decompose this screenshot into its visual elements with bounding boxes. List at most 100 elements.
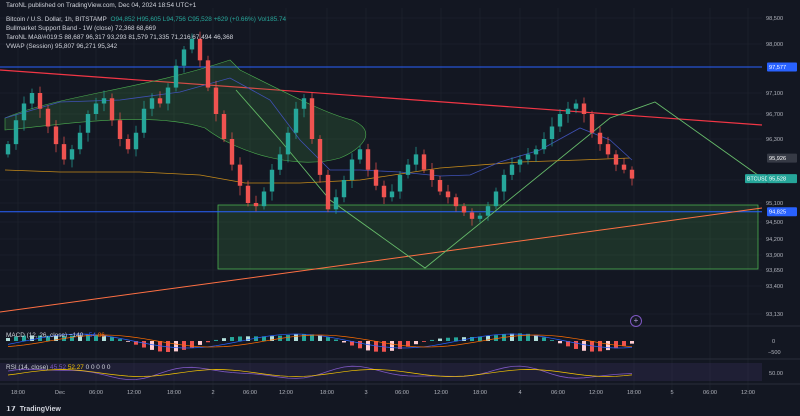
candle[interactable] bbox=[45, 108, 51, 127]
candle[interactable] bbox=[397, 174, 403, 192]
candle[interactable] bbox=[285, 132, 291, 155]
candle[interactable] bbox=[165, 87, 171, 104]
candle[interactable] bbox=[205, 60, 211, 88]
candle[interactable] bbox=[37, 93, 43, 109]
descending-trendline[interactable] bbox=[0, 69, 763, 126]
candle[interactable] bbox=[213, 87, 219, 114]
candle[interactable] bbox=[357, 149, 363, 160]
candle[interactable] bbox=[557, 114, 563, 127]
candle[interactable] bbox=[501, 174, 507, 192]
price-tag-label: 95,528 bbox=[769, 177, 786, 183]
candle[interactable] bbox=[221, 114, 227, 139]
candle[interactable] bbox=[181, 49, 187, 66]
candle[interactable] bbox=[437, 180, 443, 192]
macd-bar bbox=[134, 341, 138, 345]
candle[interactable] bbox=[301, 98, 307, 109]
macd-bar bbox=[374, 341, 378, 352]
candle[interactable] bbox=[101, 98, 107, 104]
candle[interactable] bbox=[365, 149, 371, 170]
candle[interactable] bbox=[429, 169, 435, 180]
candle[interactable] bbox=[93, 103, 99, 115]
candle[interactable] bbox=[5, 144, 11, 155]
candle[interactable] bbox=[381, 185, 387, 198]
candle[interactable] bbox=[589, 114, 595, 133]
candle[interactable] bbox=[469, 212, 475, 219]
candle[interactable] bbox=[309, 98, 315, 139]
candle[interactable] bbox=[69, 149, 75, 160]
candle[interactable] bbox=[317, 139, 323, 175]
candle[interactable] bbox=[333, 197, 339, 210]
projection-path[interactable] bbox=[235, 89, 763, 269]
candle[interactable] bbox=[261, 191, 267, 207]
macd-bar bbox=[46, 335, 50, 341]
candle[interactable] bbox=[533, 149, 539, 155]
candle[interactable] bbox=[477, 215, 483, 219]
candle[interactable] bbox=[157, 98, 163, 104]
candle[interactable] bbox=[277, 154, 283, 170]
candle[interactable] bbox=[349, 159, 355, 181]
candle[interactable] bbox=[141, 108, 147, 133]
candle[interactable] bbox=[189, 38, 195, 50]
candle[interactable] bbox=[229, 139, 235, 165]
candle[interactable] bbox=[85, 114, 91, 133]
candle[interactable] bbox=[621, 164, 627, 170]
candle[interactable] bbox=[29, 93, 35, 104]
candle[interactable] bbox=[325, 174, 331, 210]
candle[interactable] bbox=[485, 206, 491, 216]
candle[interactable] bbox=[581, 103, 587, 115]
macd-bar bbox=[550, 340, 554, 341]
candle[interactable] bbox=[53, 126, 59, 145]
time-tick-label: 2 bbox=[211, 390, 214, 396]
candle[interactable] bbox=[245, 185, 251, 203]
candle[interactable] bbox=[237, 164, 243, 186]
candle[interactable] bbox=[197, 38, 203, 61]
candle[interactable] bbox=[605, 144, 611, 155]
candle[interactable] bbox=[133, 132, 139, 150]
candle[interactable] bbox=[493, 191, 499, 207]
ascending-trendline[interactable] bbox=[0, 207, 763, 313]
candle[interactable] bbox=[389, 191, 395, 198]
candle[interactable] bbox=[21, 103, 27, 121]
candle[interactable] bbox=[341, 180, 347, 198]
scroll-to-realtime-icon[interactable]: + bbox=[630, 315, 642, 327]
candle[interactable] bbox=[509, 164, 515, 175]
macd-bar bbox=[510, 333, 514, 341]
macd-bar bbox=[558, 341, 562, 344]
candle[interactable] bbox=[173, 65, 179, 88]
candle[interactable] bbox=[125, 139, 131, 150]
candle[interactable] bbox=[461, 206, 467, 213]
candle[interactable] bbox=[629, 169, 635, 179]
candle[interactable] bbox=[573, 103, 579, 109]
macd-bar bbox=[310, 334, 314, 341]
candle[interactable] bbox=[77, 132, 83, 150]
candle[interactable] bbox=[405, 164, 411, 175]
macd-legend: MACD (12, 26, close) −140 −54 86 bbox=[6, 332, 105, 339]
candle[interactable] bbox=[525, 154, 531, 160]
candle[interactable] bbox=[517, 159, 523, 165]
brand-name: TradingView bbox=[19, 406, 61, 413]
candle[interactable] bbox=[549, 126, 555, 140]
candle[interactable] bbox=[269, 169, 275, 192]
candle[interactable] bbox=[253, 203, 259, 207]
candle[interactable] bbox=[613, 154, 619, 165]
candle[interactable] bbox=[445, 191, 451, 198]
candle[interactable] bbox=[61, 144, 67, 160]
candle[interactable] bbox=[565, 108, 571, 114]
tradingview-brand[interactable]: 𝟭𝟳 TradingView bbox=[6, 405, 61, 413]
time-tick-label: 06:00 bbox=[703, 390, 717, 396]
candle[interactable] bbox=[597, 132, 603, 145]
candle[interactable] bbox=[13, 120, 19, 145]
macd-bar bbox=[470, 337, 474, 341]
candle[interactable] bbox=[453, 197, 459, 207]
candle[interactable] bbox=[541, 139, 547, 150]
candle[interactable] bbox=[149, 98, 155, 109]
candle[interactable] bbox=[109, 98, 115, 121]
candle[interactable] bbox=[373, 169, 379, 186]
price-tick-label: 98,500 bbox=[766, 16, 783, 22]
candle[interactable] bbox=[293, 108, 299, 133]
candle[interactable] bbox=[421, 154, 427, 170]
candle[interactable] bbox=[117, 120, 123, 139]
price-tag bbox=[767, 153, 797, 163]
candle[interactable] bbox=[413, 154, 419, 165]
